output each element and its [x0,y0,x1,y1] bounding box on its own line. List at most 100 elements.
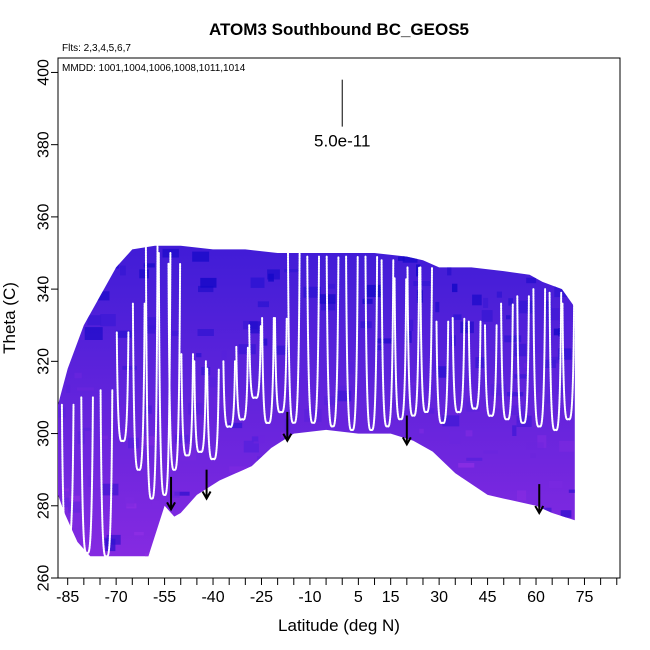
heatmap-cell [221,544,230,550]
flight-profile [419,266,433,414]
heatmap-cell [436,366,447,378]
heatmap-cell [87,475,92,487]
heatmap-cell [419,428,424,434]
heatmap-cell [290,540,298,553]
heatmap-cell [387,445,405,456]
heatmap-cell [228,422,243,429]
heatmap-cell [483,450,498,454]
heatmap-cell [80,427,93,431]
heatmap-cell [303,286,321,298]
heatmap-cell [288,245,297,247]
heatmap-cell [198,285,214,293]
heatmap-cell [526,442,544,450]
heatmap-cell [546,263,556,274]
heatmap-cell [452,283,458,293]
x-axis-label: Latitude (deg N) [278,616,400,635]
heatmap-cell [537,435,547,448]
heatmap-cell [585,382,593,391]
plot-frame [57,57,621,579]
arrow-marker [201,469,212,501]
heatmap-cell [536,392,541,399]
flight-profile [561,302,576,421]
heatmap-cell [617,546,627,552]
heatmap-cell [391,512,405,520]
flight-profile [380,259,395,428]
heatmap-cell [134,531,144,536]
arrow-head [534,505,545,516]
heatmap-cell [262,338,268,346]
scale-bar-label: 5.0e-11 [314,132,370,151]
x-tick-label: -10 [298,589,321,606]
heatmap-cell [462,519,469,532]
heatmap-cell [90,479,103,488]
heatmap-cell [376,338,392,344]
heatmap-cell [589,326,601,335]
flight-profile [548,291,563,432]
heatmap-cell [518,300,534,314]
heatmap-cell [196,353,202,358]
heatmap-cell [253,465,259,474]
heatmap-cell [618,391,624,399]
x-tick-label: -55 [153,589,176,606]
heatmap-cell [197,329,214,336]
heatmap-cell [413,281,431,286]
heatmap-cell [275,345,290,355]
heatmap-cell [585,341,591,348]
heatmap-cell [68,501,81,513]
heatmap-cell [568,552,575,557]
heatmap-cell [183,566,188,573]
flight-profile [364,255,379,432]
heatmap-cell [146,317,159,330]
heatmap-cell [309,515,323,524]
y-tick-label: 360 [36,203,53,230]
x-tick-label: 5 [354,589,363,606]
heatmap-cell [302,527,319,531]
heatmap-cell [172,532,190,546]
heatmap-cell [490,346,504,351]
x-tick-label: 60 [527,589,545,606]
y-tick-label: 380 [36,131,53,158]
heatmap-cell [375,345,384,351]
heatmap-cell [594,283,601,288]
heatmap-cell [512,425,517,436]
heatmap-cell [389,493,406,506]
heatmap-cell [530,343,545,353]
heatmap-cell [200,277,217,288]
heatmap-cell [446,367,451,374]
heatmap-cell [553,328,561,336]
heatmap-cell [360,528,373,535]
heatmap-cell [243,440,259,453]
heatmap-cell [432,497,441,502]
heatmap-cell [308,518,325,530]
heatmap-cell [512,245,525,252]
heatmap-cell [146,325,156,334]
flight-profile [248,324,262,399]
heatmap-cell [84,327,103,340]
heatmap-cell [267,459,283,466]
heatmap-cell [431,548,442,553]
heatmap-cell [371,482,380,489]
flight-profile [451,317,466,414]
heatmap-cell [556,385,566,395]
heatmap-cell [514,374,529,379]
flight-profile [500,302,514,421]
heatmap-cell [608,290,615,303]
flight-profile [325,255,340,428]
heatmap-cell [492,400,505,409]
flight-profile [99,389,114,558]
x-tick-label: -25 [250,589,273,606]
heatmap-cell [68,528,81,538]
heatmap-cell [474,408,489,414]
x-tick-label: -85 [56,589,79,606]
heatmap-cell [506,392,524,397]
heatmap-cell [402,250,418,263]
heatmap-cell [577,342,590,351]
heatmap-cell [546,394,553,404]
heatmap-cell [101,483,119,496]
flight-profile [180,353,194,457]
heatmap-cell [375,570,385,582]
heatmap-cell [549,356,559,364]
y-tick-label: 320 [36,348,53,375]
heatmap-cell [58,264,66,270]
